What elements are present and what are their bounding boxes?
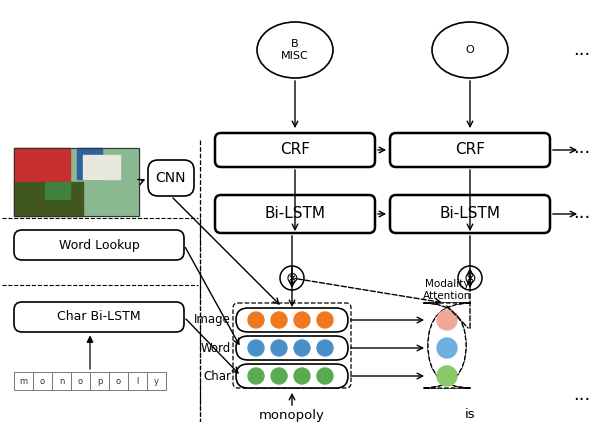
- Circle shape: [248, 340, 264, 356]
- Text: $\otimes$: $\otimes$: [285, 271, 299, 286]
- Bar: [14, 148, 139, 216]
- Text: ...: ...: [573, 41, 591, 59]
- Circle shape: [437, 366, 457, 386]
- Circle shape: [271, 340, 287, 356]
- Circle shape: [458, 266, 482, 290]
- Text: ...: ...: [573, 386, 591, 404]
- Text: CNN: CNN: [156, 171, 186, 185]
- FancyBboxPatch shape: [423, 303, 471, 388]
- Text: Bi-LSTM: Bi-LSTM: [265, 206, 326, 222]
- FancyBboxPatch shape: [423, 303, 471, 388]
- FancyBboxPatch shape: [148, 160, 194, 196]
- FancyBboxPatch shape: [236, 336, 348, 360]
- Circle shape: [280, 266, 304, 290]
- Circle shape: [437, 310, 457, 330]
- Bar: [109, 372, 128, 390]
- Circle shape: [271, 368, 287, 384]
- Text: Bi-LSTM: Bi-LSTM: [440, 206, 501, 222]
- Ellipse shape: [432, 22, 508, 78]
- Text: Word Lookup: Word Lookup: [59, 238, 140, 252]
- FancyBboxPatch shape: [14, 302, 184, 332]
- Bar: [14, 372, 33, 390]
- FancyBboxPatch shape: [390, 133, 550, 167]
- Bar: [77, 148, 101, 179]
- Text: CRF: CRF: [455, 143, 485, 157]
- Circle shape: [317, 340, 333, 356]
- Text: n: n: [59, 376, 64, 386]
- FancyBboxPatch shape: [215, 133, 375, 167]
- Text: O: O: [466, 45, 474, 55]
- Text: Modality
Attention: Modality Attention: [423, 279, 471, 301]
- Circle shape: [437, 338, 457, 358]
- Ellipse shape: [257, 22, 333, 78]
- Text: o: o: [40, 376, 45, 386]
- Bar: [45, 182, 70, 199]
- Text: Char: Char: [203, 370, 231, 382]
- FancyBboxPatch shape: [14, 230, 184, 260]
- Bar: [14, 182, 83, 216]
- Bar: [14, 148, 70, 182]
- Bar: [147, 372, 166, 390]
- Circle shape: [294, 340, 310, 356]
- Bar: [83, 155, 120, 179]
- Text: l: l: [137, 376, 139, 386]
- Bar: [71, 372, 90, 390]
- Text: o: o: [78, 376, 83, 386]
- Circle shape: [294, 312, 310, 328]
- Circle shape: [317, 368, 333, 384]
- Circle shape: [248, 312, 264, 328]
- Circle shape: [248, 368, 264, 384]
- Text: p: p: [97, 376, 102, 386]
- Circle shape: [294, 368, 310, 384]
- Bar: [14, 148, 139, 216]
- Bar: [33, 372, 52, 390]
- Bar: [52, 372, 71, 390]
- Bar: [128, 372, 147, 390]
- Text: ...: ...: [573, 139, 591, 157]
- FancyBboxPatch shape: [215, 195, 375, 233]
- Circle shape: [271, 312, 287, 328]
- Text: Image: Image: [194, 314, 231, 327]
- Text: y: y: [154, 376, 159, 386]
- Text: CRF: CRF: [280, 143, 310, 157]
- Text: monopoly: monopoly: [259, 408, 325, 422]
- Bar: [90, 372, 109, 390]
- FancyBboxPatch shape: [236, 364, 348, 388]
- Text: B
MISC: B MISC: [281, 39, 309, 61]
- Circle shape: [317, 312, 333, 328]
- Text: Word: Word: [201, 341, 231, 354]
- Text: ...: ...: [573, 204, 591, 222]
- FancyBboxPatch shape: [236, 308, 348, 332]
- Text: m: m: [19, 376, 28, 386]
- Text: Char Bi-LSTM: Char Bi-LSTM: [57, 311, 141, 324]
- FancyBboxPatch shape: [390, 195, 550, 233]
- Text: o: o: [116, 376, 121, 386]
- Text: is: is: [464, 408, 475, 422]
- Text: $\otimes$: $\otimes$: [463, 271, 477, 286]
